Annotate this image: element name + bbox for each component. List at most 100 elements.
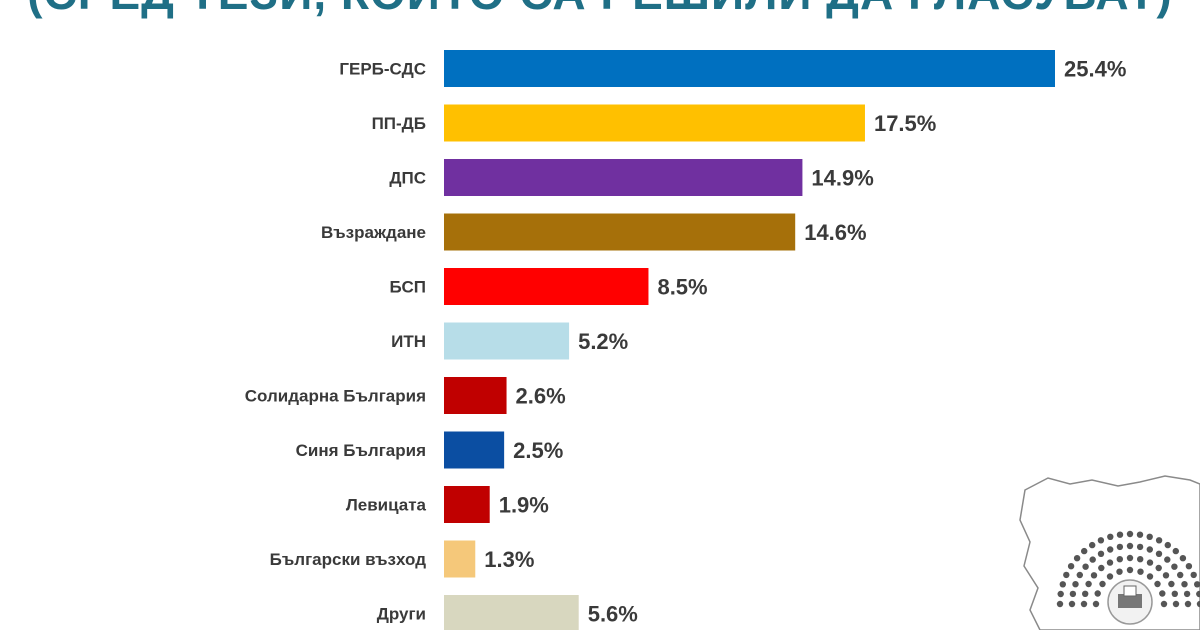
seat-dot: [1194, 581, 1200, 588]
seat-dot: [1126, 566, 1134, 574]
seat-dot: [1171, 590, 1178, 597]
seat-dot: [1082, 590, 1089, 597]
seat-dot: [1155, 537, 1163, 544]
seat-dot: [1160, 600, 1168, 608]
bar-5: [444, 322, 570, 360]
seat-dot: [1164, 541, 1171, 549]
category-label: БСП: [390, 278, 427, 297]
seat-dot: [1106, 559, 1114, 566]
seat-dot: [1146, 559, 1154, 566]
seat-dot: [1107, 546, 1114, 553]
value-label: 25.4%: [1064, 57, 1126, 82]
seat-dot: [1136, 531, 1144, 538]
category-label: Солидарна България: [245, 387, 426, 406]
seat-dot: [1089, 541, 1096, 549]
seat-dot: [1190, 571, 1197, 579]
bar-6: [444, 377, 507, 414]
seat-dot: [1137, 556, 1144, 563]
category-label: ДПС: [389, 169, 426, 188]
value-label: 1.9%: [499, 493, 549, 518]
seat-dot: [1097, 537, 1105, 544]
category-label: ПП-ДБ: [372, 114, 426, 133]
seat-dot: [1146, 546, 1153, 553]
seat-dot: [1085, 580, 1092, 588]
seat-dot: [1181, 581, 1188, 588]
chart-title: (СРЕД ТЕЗИ, КОИТО СА РЕШИЛИ ДА ГЛАСУВАТ): [0, 0, 1200, 20]
category-label: Левицата: [346, 496, 427, 515]
seat-dot: [1155, 550, 1163, 557]
value-label: 17.5%: [874, 111, 936, 136]
seat-dot: [1196, 590, 1200, 598]
seat-dot: [1092, 600, 1100, 608]
seat-dot: [1137, 568, 1144, 575]
seat-dot: [1076, 571, 1083, 579]
bar-7: [444, 431, 505, 469]
seat-dot: [1196, 600, 1200, 608]
value-label: 2.5%: [513, 438, 563, 463]
seat-dot: [1081, 547, 1088, 555]
seat-dot: [1106, 573, 1114, 580]
value-label: 2.6%: [516, 384, 566, 409]
category-label: Възраждане: [321, 223, 426, 242]
seat-dot: [1056, 600, 1064, 608]
seat-dot: [1179, 555, 1187, 562]
value-label: 8.5%: [657, 275, 707, 300]
seat-dot: [1168, 580, 1175, 588]
seat-dot: [1097, 550, 1105, 557]
bar-4: [444, 268, 649, 305]
category-label: Синя България: [296, 441, 426, 460]
seat-dot: [1069, 590, 1077, 598]
bar-2: [444, 159, 803, 196]
seat-dot: [1073, 555, 1081, 562]
seat-dot: [1063, 571, 1070, 579]
seat-dot: [1082, 563, 1089, 570]
seat-dot: [1126, 530, 1134, 538]
seat-dot: [1162, 572, 1170, 579]
bar-8: [444, 486, 490, 523]
seat-dot: [1185, 563, 1193, 570]
seat-dot: [1171, 563, 1178, 570]
seat-dot: [1172, 600, 1180, 608]
seat-dot: [1146, 533, 1153, 540]
seat-dot: [1094, 590, 1101, 597]
bar-9: [444, 540, 476, 578]
seat-dot: [1116, 568, 1123, 575]
value-label: 14.9%: [811, 166, 873, 191]
seat-dot: [1090, 572, 1098, 579]
bar-10: [444, 595, 579, 630]
seat-dot: [1177, 571, 1184, 579]
seat-dot: [1080, 600, 1088, 608]
seat-dot: [1126, 542, 1134, 550]
seat-dot: [1116, 543, 1124, 551]
category-label: Български възход: [270, 550, 427, 569]
seat-dot: [1136, 543, 1144, 551]
value-label: 5.6%: [588, 602, 638, 627]
seat-dot: [1116, 556, 1123, 563]
value-label: 5.2%: [578, 329, 628, 354]
seat-dot: [1164, 556, 1171, 563]
seat-dot: [1183, 590, 1191, 598]
bar-1: [444, 104, 865, 142]
seat-dot: [1184, 600, 1192, 608]
category-label: ИТН: [391, 332, 426, 351]
seat-dot: [1172, 547, 1179, 555]
seat-dot: [1067, 563, 1075, 570]
seat-dot: [1154, 580, 1161, 588]
seat-dot: [1089, 556, 1096, 563]
seat-dot: [1107, 533, 1114, 540]
seat-dot: [1098, 564, 1105, 572]
seat-dot: [1072, 581, 1079, 588]
seat-dot: [1099, 580, 1106, 588]
parliament-map-icon: [1019, 475, 1200, 630]
bar-3: [444, 213, 796, 251]
bar-0: [444, 50, 1055, 87]
seat-dot: [1059, 581, 1066, 588]
seat-dot: [1126, 554, 1134, 562]
seat-dot: [1146, 573, 1154, 580]
seat-dot: [1159, 590, 1166, 597]
seat-dot: [1057, 590, 1064, 598]
category-label: Други: [377, 605, 426, 624]
value-label: 1.3%: [484, 547, 534, 572]
value-label: 14.6%: [804, 220, 866, 245]
